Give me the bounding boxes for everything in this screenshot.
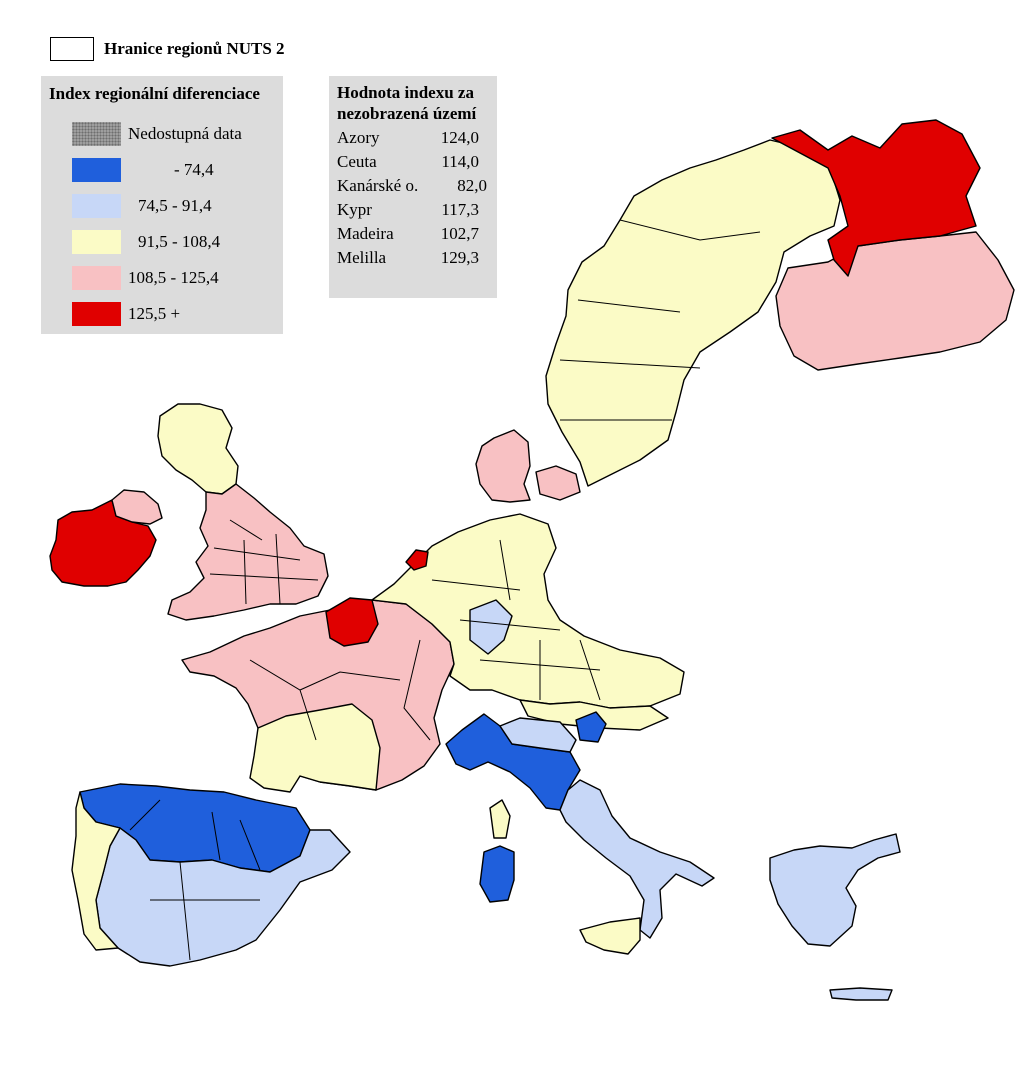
region-northern-ireland [111, 489, 163, 525]
region-france [181, 599, 455, 791]
region-slovenia [575, 711, 607, 743]
region-england-borders [209, 519, 319, 605]
region-finland-south [775, 231, 1015, 371]
values-row-value: 102,7 [440, 224, 479, 243]
legend-label-no-data: Nedostupná data [128, 124, 242, 143]
region-italy [499, 717, 715, 939]
boundary-legend-label: Hranice regionů NUTS 2 [104, 39, 285, 58]
values-row-name: Kypr [337, 200, 372, 219]
region-portugal [71, 791, 121, 951]
region-sweden [545, 139, 841, 487]
region-finland-north [771, 119, 981, 277]
values-row-name: Azory [337, 128, 380, 147]
legend-label-class-4: 108,5 - 125,4 [128, 268, 219, 287]
region-sweden-borders [559, 219, 761, 421]
region-france-borders [249, 639, 431, 741]
values-row-name: Madeira [337, 224, 394, 243]
values-row: Kanárské o. 82,0 [337, 176, 487, 200]
values-row-value: 82,0 [457, 176, 487, 195]
boundary-swatch [50, 37, 94, 61]
region-greece-crete [829, 987, 893, 1001]
region-paris [325, 597, 379, 647]
legend-label-class-1: - 74,4 [174, 160, 214, 179]
values-row-value: 114,0 [441, 152, 479, 171]
legend-row-class-4: 108,5 - 125,4 [72, 266, 277, 292]
index-legend: Index regionální diferenciace Nedostupná… [41, 76, 283, 334]
values-row-value: 117,3 [441, 200, 479, 219]
region-germany-east [469, 599, 513, 655]
legend-swatch-class-2 [72, 194, 121, 218]
values-row: Melilla 129,3 [337, 248, 487, 272]
legend-row-no-data: Nedostupná data [72, 122, 277, 148]
region-scotland [157, 403, 239, 495]
legend-row-class-3: 91,5 - 108,4 [72, 230, 277, 256]
values-box-title: Hodnota indexu za nezobrazená území [337, 82, 476, 124]
legend-swatch-class-3 [72, 230, 121, 254]
values-row-name: Kanárské o. [337, 176, 419, 195]
values-row: Ceuta 114,0 [337, 152, 487, 176]
legend-swatch-class-5 [72, 302, 121, 326]
values-row-value: 124,0 [440, 128, 479, 147]
region-france-south [249, 703, 381, 793]
region-greece [769, 833, 901, 947]
region-amsterdam [405, 549, 429, 571]
values-row: Kypr 117,3 [337, 200, 487, 224]
values-row-name: Melilla [337, 248, 387, 267]
region-england-wales [167, 483, 329, 621]
region-spain-borders [129, 799, 261, 961]
values-row: Azory 124,0 [337, 128, 487, 152]
legend-label-class-3: 91,5 - 108,4 [138, 232, 221, 251]
region-corsica [489, 799, 511, 839]
index-legend-title: Index regionální diferenciace [49, 84, 260, 103]
legend-label-class-5: 125,5 + [128, 304, 181, 323]
legend-row-class-2: 74,5 - 91,4 [72, 194, 277, 220]
region-denmark-islands [535, 465, 581, 501]
region-benelux-germany [371, 513, 685, 709]
region-sardinia [479, 845, 515, 903]
values-title-line-2: nezobrazená území [337, 104, 477, 123]
legend-row-class-1: - 74,4 [72, 158, 277, 184]
legend-row-class-5: 125,5 + [72, 302, 277, 328]
region-germany-borders [431, 539, 601, 701]
values-box: Hodnota indexu za nezobrazená území Azor… [329, 76, 497, 298]
region-sicily [579, 917, 641, 955]
values-title-line-1: Hodnota indexu za [337, 83, 474, 102]
values-row: Madeira 102,7 [337, 224, 487, 248]
region-denmark [475, 429, 531, 503]
legend-swatch-class-1 [72, 158, 121, 182]
boundary-legend: Hranice regionů NUTS 2 [50, 36, 285, 62]
values-row-value: 129,3 [440, 248, 479, 267]
values-row-name: Ceuta [337, 152, 377, 171]
legend-label-class-2: 74,5 - 91,4 [138, 196, 212, 215]
legend-swatch-no-data [72, 122, 121, 146]
legend-swatch-class-4 [72, 266, 121, 290]
